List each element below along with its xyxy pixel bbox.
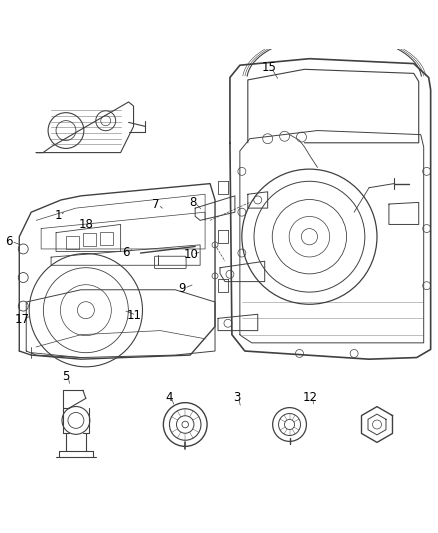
Text: 9: 9 <box>178 282 186 295</box>
Text: 5: 5 <box>62 370 70 383</box>
Text: 4: 4 <box>165 391 173 403</box>
Text: 1: 1 <box>54 209 62 222</box>
Text: 12: 12 <box>303 391 318 403</box>
Bar <box>100 232 113 245</box>
Text: 10: 10 <box>183 248 198 261</box>
Text: 6: 6 <box>5 235 13 248</box>
Text: 8: 8 <box>189 196 197 209</box>
Text: 3: 3 <box>233 391 240 403</box>
Text: 15: 15 <box>261 61 276 74</box>
Text: 7: 7 <box>152 198 159 211</box>
Text: 11: 11 <box>127 309 141 322</box>
Text: 6: 6 <box>122 246 129 259</box>
Bar <box>83 233 96 246</box>
Text: 17: 17 <box>15 313 30 326</box>
Bar <box>66 236 79 249</box>
Text: 18: 18 <box>79 218 94 231</box>
